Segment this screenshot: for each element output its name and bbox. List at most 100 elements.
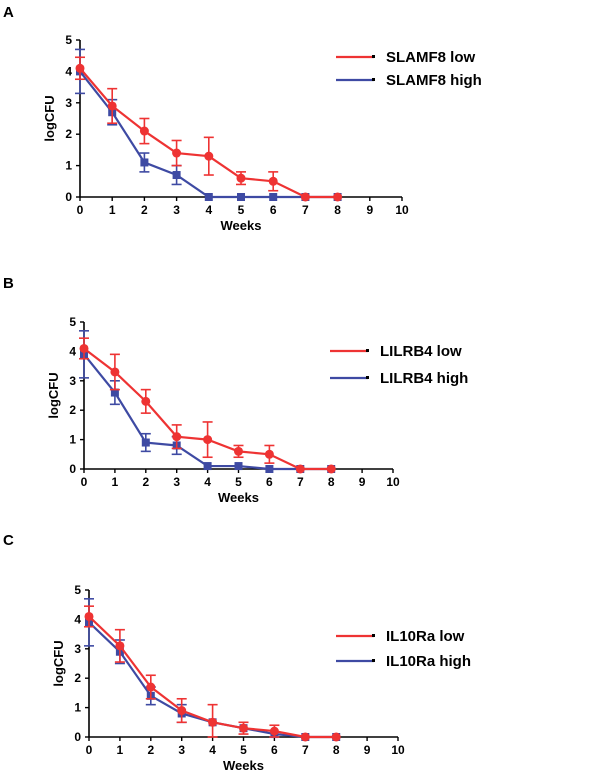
x-tick-label: 10 [386, 475, 400, 489]
data-point [331, 732, 341, 742]
legend-label: IL10Ra low [386, 628, 465, 645]
panel-letter: B [3, 275, 14, 292]
data-point [140, 158, 149, 167]
legend-swatch-mark [372, 634, 375, 637]
data-point [326, 464, 336, 474]
x-tick-label: 8 [334, 203, 341, 217]
x-tick-label: 1 [117, 743, 124, 757]
legend: IL10Ra low IL10Ra high [336, 628, 471, 670]
y-tick-label: 0 [65, 190, 72, 204]
y-tick-label: 5 [74, 583, 81, 597]
legend: SLAMF8 low SLAMF8 high [336, 49, 482, 89]
data-point [208, 717, 218, 727]
x-tick-label: 0 [86, 743, 93, 757]
data-point [265, 465, 274, 473]
x-tick-label: 7 [302, 743, 309, 757]
data-point [107, 101, 117, 111]
y-tick-label: 4 [65, 64, 72, 78]
data-point [300, 192, 310, 202]
x-tick-label: 6 [266, 475, 273, 489]
x-tick-label: 4 [205, 203, 212, 217]
y-tick-label: 2 [74, 671, 81, 685]
data-point [172, 432, 182, 442]
panel-letter: A [3, 4, 14, 21]
data-point [239, 723, 248, 733]
data-point [268, 176, 278, 186]
data-point [203, 435, 213, 445]
data-point [172, 148, 182, 158]
x-tick-label: 10 [395, 203, 409, 217]
data-point [172, 171, 181, 180]
data-point [84, 611, 94, 621]
y-axis-title: logCFU [46, 372, 61, 418]
data-point [203, 462, 212, 471]
chart-panel-a: A 0 1 2 3 4 5 0 1 2 3 4 5 6 7 8 9 10 Weeks logCFU SLAMF8 low… [3, 4, 482, 233]
y-tick-label: 5 [65, 33, 72, 47]
legend-swatch-mark [372, 659, 375, 662]
x-tick-label: 9 [364, 743, 371, 757]
data-point [141, 396, 151, 406]
data-point [79, 343, 89, 353]
data-point [75, 63, 85, 73]
x-tick-label: 5 [235, 475, 242, 489]
x-tick-label: 5 [238, 203, 245, 217]
x-tick-label: 3 [173, 203, 180, 217]
data-point [237, 193, 245, 201]
x-tick-label: 4 [204, 475, 211, 489]
legend-label: IL10Ra high [386, 653, 471, 670]
series-line [79, 67, 338, 199]
legend-label: SLAMF8 low [386, 49, 475, 66]
series-slamf8-high [75, 48, 342, 201]
y-tick-label: 0 [69, 462, 76, 476]
x-tick-label: 9 [359, 475, 366, 489]
y-tick-label: 3 [65, 96, 72, 110]
y-tick-label: 5 [69, 315, 76, 329]
x-tick-label: 3 [178, 743, 185, 757]
data-point [110, 388, 119, 397]
data-point [236, 173, 246, 183]
data-point [264, 449, 274, 459]
data-point [269, 193, 278, 201]
x-tick-label: 8 [328, 475, 335, 489]
series-lilrb4-low [79, 337, 336, 474]
y-tick-label: 1 [74, 701, 81, 715]
series-slamf8-low [75, 56, 343, 202]
x-tick-label: 4 [209, 743, 216, 757]
x-axis-title: Weeks [223, 758, 264, 773]
x-tick-label: 0 [81, 475, 88, 489]
panel-letter: C [3, 532, 14, 549]
data-point [333, 192, 343, 202]
x-tick-label: 2 [147, 743, 154, 757]
data-point [146, 682, 156, 692]
data-point [295, 464, 305, 474]
y-tick-label: 0 [74, 730, 81, 744]
data-point [234, 462, 243, 471]
x-tick-label: 7 [297, 475, 304, 489]
chart-panel-c: C 0 1 2 3 4 5 0 1 2 3 4 5 6 7 8 9 10 Weeks logCFU IL10Ra low… [3, 532, 471, 773]
x-tick-label: 3 [173, 475, 180, 489]
series-il10ra-low [84, 605, 341, 742]
x-tick-label: 5 [240, 743, 247, 757]
x-tick-label: 8 [333, 743, 340, 757]
x-tick-label: 2 [142, 475, 149, 489]
y-axis-title: logCFU [51, 640, 66, 686]
x-tick-label: 1 [112, 475, 119, 489]
legend-swatch-mark [372, 78, 375, 81]
data-point [269, 726, 279, 736]
legend-swatch-mark [372, 55, 375, 58]
x-tick-label: 6 [271, 743, 278, 757]
y-tick-label: 2 [69, 403, 76, 417]
data-point [115, 641, 125, 651]
x-axis-title: Weeks [221, 218, 262, 233]
data-point [204, 193, 213, 201]
y-tick-label: 1 [65, 159, 72, 173]
legend-label: LILRB4 low [380, 343, 462, 360]
data-point [110, 367, 120, 377]
y-tick-label: 1 [69, 433, 76, 447]
y-tick-label: 4 [69, 344, 76, 358]
x-tick-label: 0 [77, 203, 84, 217]
legend-swatch-mark [366, 376, 369, 379]
data-point [177, 706, 187, 716]
x-tick-label: 1 [109, 203, 116, 217]
